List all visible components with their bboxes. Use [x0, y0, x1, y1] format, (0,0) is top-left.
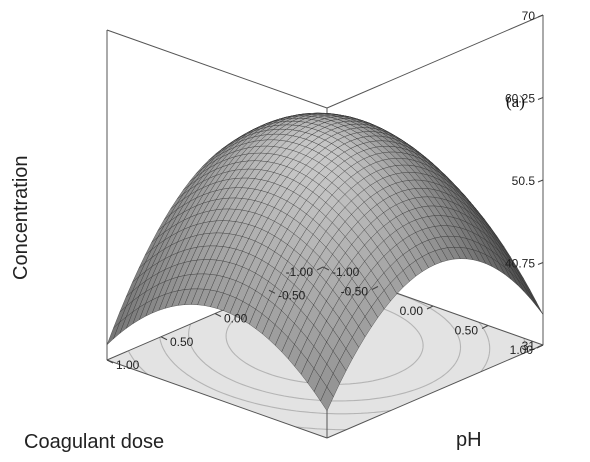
x-tick-mark [536, 344, 544, 349]
x-tick-label: -1.00 [286, 265, 314, 279]
z-tick-label: 70 [522, 9, 536, 23]
z-tick-mark [537, 179, 544, 183]
axis-box-edge [326, 14, 544, 109]
y-tick-label: 1.00 [116, 358, 140, 372]
z-tick-mark [537, 97, 544, 100]
axis-box-edge [106, 29, 328, 109]
z-tick-mark [537, 262, 544, 265]
x-tick-mark [316, 266, 324, 271]
panel-label: (a) [506, 92, 525, 111]
x-tick-label: 0.50 [455, 324, 479, 338]
x-tick-mark [426, 305, 434, 310]
x-tick-label: 0.00 [400, 304, 424, 318]
z-tick-label: 31 [522, 339, 536, 353]
axis-box-edge [326, 344, 544, 439]
y-tick-mark [268, 289, 276, 294]
floor-contour [127, 338, 527, 431]
surface-cell [320, 386, 334, 412]
y-tick-label: -1.00 [332, 265, 360, 279]
z-tick-label: 40.75 [505, 257, 535, 271]
x-tick-mark [481, 325, 489, 329]
x-tick-label: 1.00 [510, 343, 534, 357]
y-tick-label: -0.50 [278, 288, 306, 302]
surface-cell [530, 293, 544, 315]
z-tick-mark [537, 14, 544, 18]
y-tick-label: 0.00 [224, 312, 248, 326]
x-tick-label: -0.50 [341, 285, 369, 299]
y-axis-title: pH [456, 429, 482, 451]
z-tick-label: 50.5 [512, 174, 536, 188]
axis-box-edge [106, 359, 328, 439]
y-tick-mark [322, 266, 330, 271]
y-tick-label: 0.50 [170, 335, 194, 349]
y-tick-mark [214, 313, 222, 317]
y-tick-mark [160, 336, 168, 341]
y-tick-mark [106, 359, 114, 364]
z-tick-label: 60.25 [505, 92, 535, 106]
tick-labels: 31 40.75 50.5 60.25 70 -1.00 -0.50 0.00 0.50 1.00… [106, 9, 544, 372]
x-axis-title: Coagulant dose [24, 431, 164, 453]
response-surface [106, 112, 544, 412]
z-axis-title: Concentration [10, 155, 32, 280]
x-tick-mark [371, 286, 379, 290]
surface-cell [523, 286, 537, 307]
